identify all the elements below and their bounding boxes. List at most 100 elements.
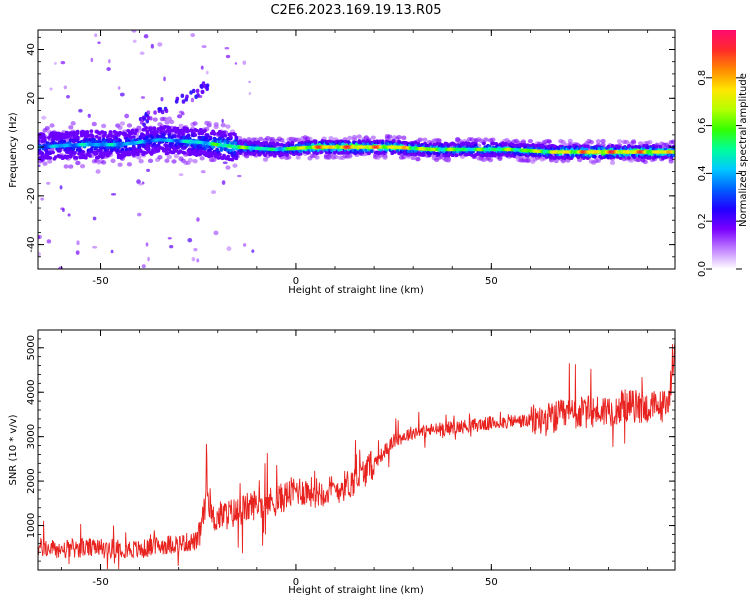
heatmap-halo-cell bbox=[49, 123, 55, 128]
heatmap-halo-cell bbox=[623, 139, 630, 145]
heatmap-noise-cell bbox=[180, 112, 185, 116]
heatmap-halo-cell bbox=[162, 116, 168, 122]
heatmap-band-cell bbox=[228, 135, 233, 139]
y-tick-label: 20 bbox=[26, 92, 37, 105]
heatmap-halo-cell bbox=[326, 155, 332, 160]
heatmap-noise-cell bbox=[90, 57, 94, 63]
heatmap-halo-cell bbox=[546, 139, 552, 144]
heatmap-noise-cell bbox=[110, 193, 117, 196]
heatmap-noise-cell bbox=[38, 251, 41, 257]
heatmap-halo-cell bbox=[232, 163, 238, 168]
colorbar-label: Normalized spectral amplitude bbox=[738, 73, 749, 227]
heatmap-noise-cell bbox=[53, 61, 57, 65]
heatmap-band-cell bbox=[454, 153, 459, 158]
snr-panel: -50 0 50 1000 2000 3000 4000 5000 Height of st… bbox=[8, 329, 676, 596]
heatmap-band-cell bbox=[535, 143, 540, 148]
y-tick-label: 5000 bbox=[26, 335, 37, 360]
heatmap-band-cell bbox=[114, 136, 118, 140]
heatmap-band-cell bbox=[51, 150, 55, 155]
heatmap-halo-cell bbox=[187, 158, 194, 163]
heatmap-noise-cell bbox=[201, 45, 207, 49]
heatmap-band-cell bbox=[618, 156, 623, 160]
heatmap-noise-cell bbox=[169, 244, 174, 249]
heatmap-band-cell bbox=[409, 152, 414, 157]
heatmap-band-cell bbox=[298, 152, 303, 156]
spectrogram-heatmap bbox=[38, 30, 675, 269]
heatmap-halo-cell bbox=[136, 155, 142, 160]
heatmap-band-cell bbox=[233, 151, 237, 155]
heatmap-halo-cell bbox=[147, 158, 154, 164]
x-tick-label: 0 bbox=[293, 276, 299, 287]
heatmap-noise-cell bbox=[131, 30, 137, 33]
heatmap-halo-cell bbox=[351, 134, 358, 140]
spectrogram-x-ticks: -50 0 50 bbox=[61, 30, 649, 287]
heatmap-noise-cell bbox=[78, 108, 83, 113]
heatmap-band-cell bbox=[610, 143, 615, 148]
heatmap-halo-cell bbox=[630, 139, 637, 144]
heatmap-halo-cell bbox=[126, 162, 133, 167]
heatmap-band-cell bbox=[218, 152, 222, 157]
snr-x-ticks: -50 0 50 bbox=[61, 330, 649, 588]
heatmap-band-cell bbox=[209, 154, 214, 158]
heatmap-noise-cell bbox=[196, 258, 200, 263]
heatmap-band-cell bbox=[75, 129, 80, 134]
spectrogram-panel: -50 0 50 -40 -20 0 20 40 Height of straight li… bbox=[8, 29, 676, 296]
heatmap-band-cell bbox=[654, 144, 659, 149]
heatmap-halo-cell bbox=[101, 123, 107, 129]
heatmap-band-cell bbox=[182, 151, 187, 155]
heatmap-noise-cell bbox=[95, 169, 101, 174]
heatmap-halo-cell bbox=[333, 154, 339, 160]
heatmap-feature-cell bbox=[157, 107, 162, 112]
heatmap-band-cell bbox=[432, 151, 437, 156]
heatmap-band-cell bbox=[88, 154, 92, 158]
heatmap-band-cell bbox=[446, 143, 451, 148]
heatmap-band-cell bbox=[73, 151, 77, 155]
heatmap-band-cell bbox=[68, 154, 73, 159]
heatmap-noise-cell bbox=[124, 113, 130, 119]
heatmap-noise-cell bbox=[58, 266, 64, 269]
heatmap-noise-cell bbox=[66, 94, 70, 99]
heatmap-band-cell bbox=[218, 136, 222, 141]
heatmap-noise-cell bbox=[38, 235, 41, 240]
heatmap-band-cell bbox=[313, 140, 318, 144]
heatmap-band-cell bbox=[367, 151, 371, 155]
heatmap-band-cell bbox=[101, 153, 106, 158]
heatmap-band-cell bbox=[120, 147, 125, 152]
heatmap-noise-cell bbox=[136, 179, 141, 185]
heatmap-halo-cell bbox=[157, 155, 163, 160]
heatmap-feature-cell bbox=[205, 83, 210, 88]
heatmap-noise-cell bbox=[41, 115, 47, 120]
spectrogram-y-label: Frequency (Hz) bbox=[8, 112, 19, 188]
y-tick-label: 4000 bbox=[26, 379, 37, 404]
heatmap-band-cell bbox=[135, 152, 140, 157]
heatmap-noise-cell bbox=[213, 230, 219, 236]
heatmap-band-cell bbox=[181, 132, 185, 136]
y-tick-label: 2000 bbox=[26, 468, 37, 493]
heatmap-band-cell bbox=[230, 141, 235, 145]
heatmap-band-cell bbox=[252, 151, 257, 156]
heatmap-halo-cell bbox=[401, 135, 407, 141]
colorbar-gradient bbox=[712, 30, 736, 269]
heatmap-band-cell bbox=[118, 138, 122, 143]
heatmap-halo-cell bbox=[422, 137, 428, 142]
heatmap-noise-cell bbox=[141, 264, 146, 269]
heatmap-band-cell bbox=[99, 149, 103, 153]
heatmap-noise-cell bbox=[193, 247, 198, 252]
heatmap-halo-cell bbox=[119, 121, 126, 126]
heatmap-band-cell bbox=[83, 156, 88, 160]
heatmap-halo-cell bbox=[497, 156, 503, 161]
heatmap-halo-cell bbox=[220, 122, 226, 128]
heatmap-band-cell bbox=[202, 129, 207, 133]
heatmap-band-cell bbox=[211, 145, 215, 149]
heatmap-band-cell bbox=[174, 149, 179, 153]
heatmap-halo-cell bbox=[295, 155, 301, 160]
heatmap-noise-cell bbox=[146, 168, 151, 172]
heatmap-band-cell bbox=[263, 153, 267, 157]
heatmap-band-cell bbox=[81, 150, 86, 154]
heatmap-band-cell bbox=[632, 155, 637, 159]
heatmap-band-cell bbox=[410, 142, 415, 147]
heatmap-halo-cell bbox=[356, 134, 362, 139]
heatmap-halo-cell bbox=[246, 137, 252, 142]
heatmap-band-cell bbox=[234, 154, 239, 158]
y-tick-label: 1000 bbox=[26, 513, 37, 538]
